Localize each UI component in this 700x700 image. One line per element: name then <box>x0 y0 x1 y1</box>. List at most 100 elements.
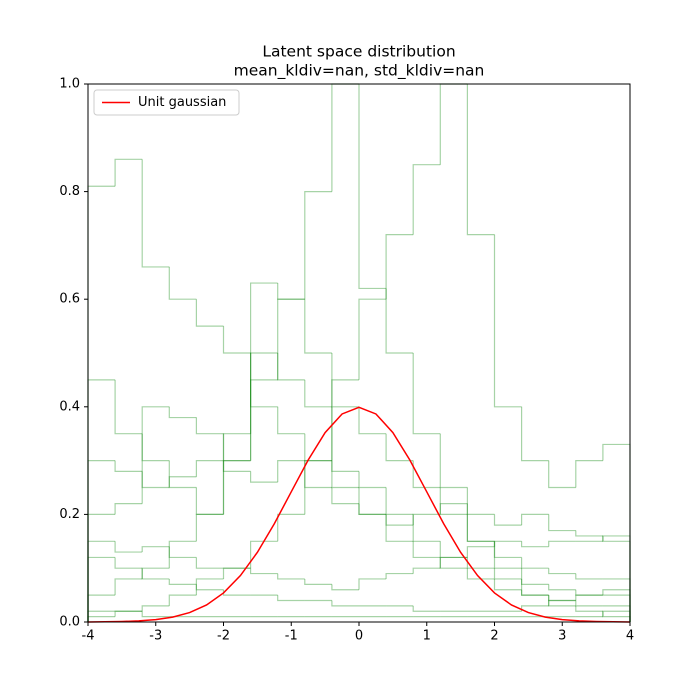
histogram-step <box>277 513 305 542</box>
x-tick-label: -3 <box>149 629 162 644</box>
histogram-step <box>358 84 387 290</box>
x-tick-label: 0 <box>355 629 363 644</box>
histogram-step <box>331 460 359 489</box>
histogram-step <box>466 546 495 558</box>
histogram-step <box>548 568 576 575</box>
x-tick-label: 1 <box>423 629 431 644</box>
histogram-step <box>412 541 441 559</box>
histogram-step <box>575 573 603 580</box>
histogram-step <box>493 514 522 526</box>
histogram-step <box>466 503 495 516</box>
histogram-step <box>195 557 224 569</box>
y-tick-label: 0.8 <box>59 184 80 199</box>
x-tick-label: 2 <box>490 629 498 644</box>
histogram-step <box>141 546 170 553</box>
histogram-step <box>520 578 549 585</box>
histogram-step <box>575 605 603 612</box>
histogram-step <box>277 406 305 435</box>
histogram-step <box>439 487 468 516</box>
histogram-step <box>439 557 468 569</box>
y-tick-label: 1.0 <box>59 77 80 92</box>
histogram-step <box>195 584 224 591</box>
histogram-step <box>385 514 414 526</box>
histogram-step <box>466 84 495 236</box>
histogram-step <box>304 578 332 585</box>
histogram-step <box>168 594 197 606</box>
histogram-step <box>331 487 359 505</box>
histogram-step <box>575 594 603 601</box>
histogram-step <box>168 546 197 559</box>
histogram-step <box>331 353 359 408</box>
histogram-step <box>141 568 170 580</box>
x-tick-label: -4 <box>82 629 95 644</box>
histogram-step <box>277 298 305 380</box>
legend-box <box>93 89 240 116</box>
x-tick-label: 4 <box>626 629 634 644</box>
histogram-step <box>195 460 224 477</box>
histogram-step <box>548 595 576 602</box>
histogram-step <box>114 379 143 435</box>
histogram-step <box>548 599 576 606</box>
histogram-step <box>520 541 549 548</box>
y-tick-label: 0.2 <box>59 507 80 522</box>
histogram-step <box>520 557 549 569</box>
histogram-step <box>195 417 224 435</box>
histogram-step <box>114 503 143 515</box>
histogram-step <box>222 567 251 579</box>
histogram-step <box>168 540 197 569</box>
histogram-step <box>222 433 251 462</box>
histogram-step <box>114 578 143 596</box>
histogram-step <box>493 540 522 547</box>
histogram-step <box>141 567 170 579</box>
histogram-step <box>548 540 576 547</box>
gaussian-line <box>87 406 631 623</box>
histogram-step <box>250 282 278 461</box>
histogram-step <box>277 353 305 381</box>
histogram-step <box>412 605 441 612</box>
histogram-step <box>520 568 549 596</box>
histogram-step <box>141 159 170 268</box>
histogram-step <box>304 433 332 462</box>
histogram-step <box>222 589 251 596</box>
histogram-step <box>466 568 495 580</box>
histogram-step <box>304 460 332 515</box>
histogram-step <box>304 379 332 408</box>
x-tick-label: -2 <box>217 629 230 644</box>
histogram-step <box>168 266 197 300</box>
histogram-step <box>575 530 603 537</box>
histogram-step <box>466 487 495 542</box>
histogram-step <box>520 406 549 462</box>
y-tick-label: 0.0 <box>59 615 80 630</box>
histogram-step <box>439 541 468 559</box>
histogram-step <box>250 353 278 408</box>
histogram-step <box>358 406 387 435</box>
histogram-step <box>304 191 332 300</box>
histogram-step <box>575 460 603 488</box>
histogram-step <box>331 379 359 461</box>
y-tick-label: 0.6 <box>59 292 80 307</box>
histogram-step <box>575 600 603 607</box>
histogram-step <box>141 471 170 489</box>
histogram-step <box>114 557 143 569</box>
histogram-step <box>466 514 495 542</box>
histogram-step <box>141 611 170 618</box>
histogram-step <box>195 578 224 596</box>
histogram-step <box>548 584 576 591</box>
histogram-step <box>412 460 441 489</box>
histogram-step <box>195 299 224 327</box>
histogram-step <box>385 234 414 300</box>
histogram-step <box>222 326 251 354</box>
histogram-step <box>520 513 549 526</box>
histogram-step <box>439 503 468 515</box>
histogram-step <box>277 460 305 483</box>
histogram-step <box>331 584 359 591</box>
histogram-step <box>412 513 441 526</box>
histogram-step <box>114 460 143 472</box>
histogram-step <box>222 460 251 515</box>
histogram-step <box>277 595 305 602</box>
histogram-step <box>358 503 387 516</box>
histogram-step <box>520 589 549 596</box>
histogram-step <box>493 578 522 591</box>
histogram-step <box>168 476 197 488</box>
chart-title: Latent space distribution <box>262 43 455 61</box>
